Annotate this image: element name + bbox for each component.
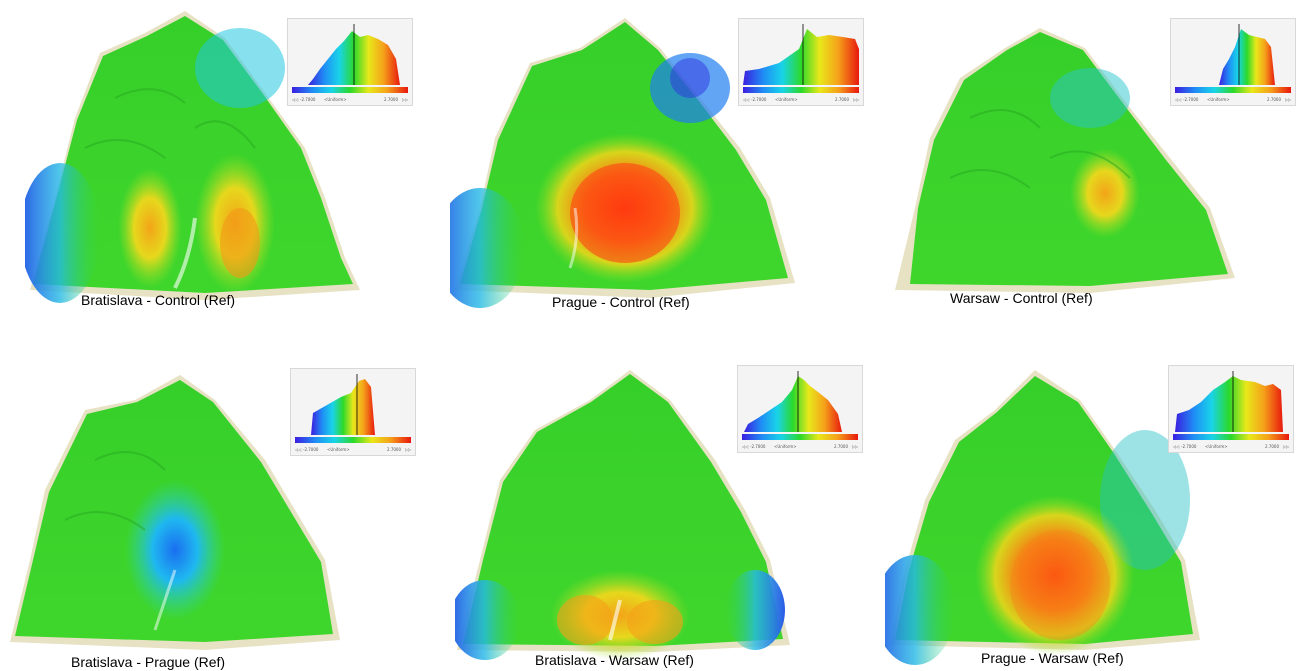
histogram-min: -2.7000 bbox=[750, 444, 766, 449]
panel-caption: Bratislava - Control (Ref) bbox=[81, 292, 236, 308]
surface-map bbox=[885, 370, 1200, 665]
histogram-legend: ◁◁ -2.7000 <Uniform> 2.7000 ▷▷ bbox=[287, 18, 413, 106]
surface-body bbox=[910, 32, 1228, 286]
histogram-min: -2.7000 bbox=[300, 97, 316, 102]
surface-panel-prague-warsaw: Prague - Warsaw (Ref) ◁◁ -2.7000 <Unifor… bbox=[885, 360, 1303, 671]
surface-map bbox=[25, 11, 360, 303]
histogram-max: 2.7000 bbox=[384, 97, 398, 102]
histogram-bars bbox=[311, 379, 375, 435]
panel-caption: Prague - Control (Ref) bbox=[552, 294, 690, 310]
panel-caption: Warsaw - Control (Ref) bbox=[950, 290, 1093, 306]
histogram-max: 2.7000 bbox=[1267, 97, 1281, 102]
color-scale-bar bbox=[295, 437, 411, 443]
histogram-min: -2.7000 bbox=[1183, 97, 1199, 102]
histogram-mode[interactable]: <Uniform> bbox=[775, 97, 798, 102]
color-scale-bar bbox=[743, 87, 859, 93]
color-scale-bar bbox=[742, 434, 858, 440]
surface-panel-prague-control: Prague - Control (Ref) ◁◁ -2.7000 <Unifo… bbox=[450, 8, 870, 310]
surface-map bbox=[455, 370, 790, 660]
histogram-bars bbox=[1175, 376, 1283, 432]
histogram-bars bbox=[1219, 29, 1275, 85]
histogram-max: 2.7000 bbox=[834, 444, 848, 449]
histogram-max: 2.7000 bbox=[387, 447, 401, 452]
histogram-legend: ◁◁ -2.7000 <Uniform> 2.7000 ▷▷ bbox=[1170, 18, 1296, 106]
histogram-legend: ◁◁ -2.7000 <Uniform> 2.7000 ▷▷ bbox=[290, 368, 416, 456]
surface-panel-bratislava-prague: Bratislava - Prague (Ref) ◁◁ -2.7000 <Un… bbox=[5, 360, 425, 671]
surface-map bbox=[10, 375, 340, 650]
surface-map bbox=[895, 28, 1235, 293]
histogram-bars bbox=[743, 29, 859, 85]
surface-panel-bratislava-control: Bratislava - Control (Ref) ◁◁ -2.7000 <U… bbox=[25, 8, 425, 308]
color-scale-bar bbox=[1173, 434, 1289, 440]
histogram-min: -2.7000 bbox=[1181, 444, 1197, 449]
histogram-max: 2.7000 bbox=[835, 97, 849, 102]
surface-map bbox=[450, 18, 795, 308]
histogram-mode[interactable]: <Uniform> bbox=[327, 447, 350, 452]
histogram-mode[interactable]: <Uniform> bbox=[1205, 444, 1228, 449]
histogram-min: -2.7000 bbox=[303, 447, 319, 452]
histogram-bars bbox=[744, 376, 842, 432]
color-scale-bar bbox=[292, 87, 408, 93]
surface-panel-warsaw-control: Warsaw - Control (Ref) ◁◁ -2.7000 <Unifo… bbox=[890, 8, 1302, 308]
color-scale-bar bbox=[1175, 87, 1291, 93]
histogram-legend: ◁◁ -2.7000 <Uniform> 2.7000 ▷▷ bbox=[738, 18, 864, 106]
surface-panel-bratislava-warsaw: Bratislava - Warsaw (Ref) ◁◁ -2.7000 <Un… bbox=[455, 360, 875, 671]
panel-caption: Bratislava - Warsaw (Ref) bbox=[535, 652, 694, 668]
histogram-max: 2.7000 bbox=[1265, 444, 1279, 449]
histogram-mode[interactable]: <Uniform> bbox=[324, 97, 347, 102]
histogram-mode[interactable]: <Uniform> bbox=[774, 444, 797, 449]
surface-body bbox=[463, 374, 783, 646]
histogram-legend: ◁◁ -2.7000 <Uniform> 2.7000 ▷▷ bbox=[737, 365, 863, 453]
panel-caption: Bratislava - Prague (Ref) bbox=[71, 654, 226, 670]
histogram-mode[interactable]: <Uniform> bbox=[1207, 97, 1230, 102]
histogram-min: -2.7000 bbox=[751, 97, 767, 102]
histogram-legend: ◁◁ -2.7000 <Uniform> 2.7000 ▷▷ bbox=[1168, 365, 1294, 453]
panel-caption: Prague - Warsaw (Ref) bbox=[981, 650, 1124, 666]
